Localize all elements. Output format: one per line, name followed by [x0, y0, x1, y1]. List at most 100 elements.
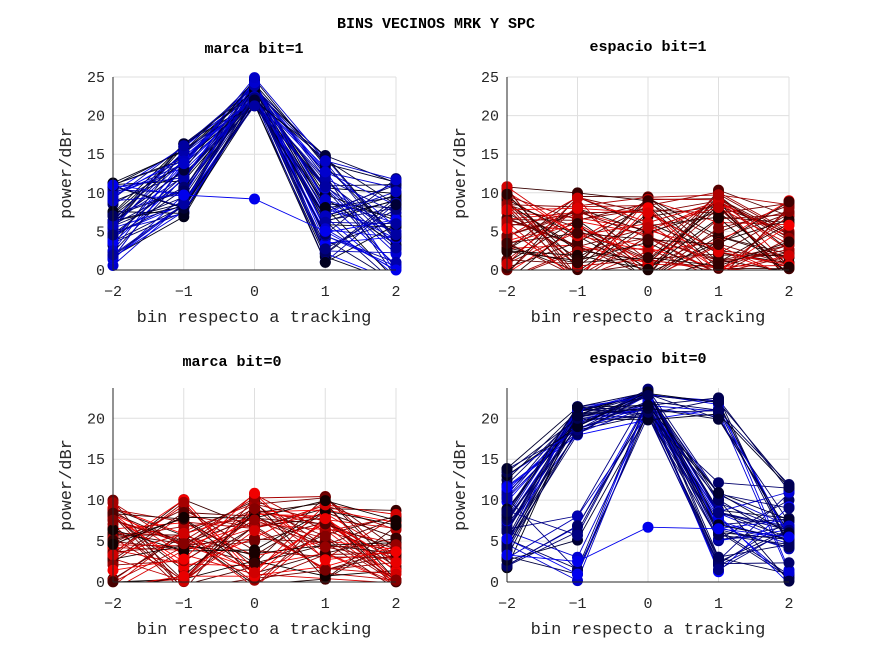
data-point — [319, 225, 331, 237]
data-point — [390, 218, 402, 230]
data-point — [572, 410, 583, 422]
data-point — [319, 256, 331, 268]
x-tick-label: −2 — [104, 284, 122, 301]
y-tick-label: 15 — [87, 452, 105, 469]
data-point — [390, 515, 402, 526]
data-point — [713, 405, 724, 417]
data-point — [713, 523, 724, 535]
x-tick-label: −1 — [568, 596, 586, 613]
axes — [112, 77, 396, 271]
data-point — [249, 487, 260, 499]
data-point — [390, 256, 402, 268]
data-point — [319, 166, 331, 178]
panel-title: marca bit=0 — [182, 354, 281, 371]
x-tick-label: −2 — [498, 284, 516, 301]
data-point — [319, 202, 331, 213]
data-point — [572, 529, 583, 541]
data-point — [249, 193, 260, 205]
data-point — [783, 219, 795, 231]
data-point — [783, 250, 795, 262]
data-point — [319, 564, 331, 576]
y-tick-label: 5 — [490, 224, 499, 241]
axes — [506, 77, 789, 271]
data-point — [319, 181, 331, 193]
data-point — [713, 487, 724, 499]
y-tick-label: 10 — [481, 493, 499, 510]
y-tick-label: 15 — [87, 147, 105, 164]
y-tick-label: 25 — [481, 70, 499, 87]
data-point — [178, 511, 190, 523]
x-tick-label: 2 — [784, 284, 793, 301]
series-markers — [501, 181, 795, 276]
data-point — [572, 568, 583, 580]
data-point — [319, 541, 331, 553]
series-line — [507, 187, 790, 270]
data-point — [783, 481, 795, 493]
x-tick-label: 1 — [714, 284, 723, 301]
data-point — [783, 567, 795, 579]
data-point — [178, 527, 190, 539]
series-line — [507, 242, 790, 270]
data-point — [783, 531, 795, 543]
data-point — [390, 229, 402, 241]
y-tick-label: 20 — [87, 109, 105, 126]
y-tick-label: 15 — [481, 452, 499, 469]
y-axis-label: power/dBr — [58, 439, 77, 531]
data-point — [783, 236, 795, 248]
data-point — [642, 521, 654, 533]
data-point — [713, 260, 724, 272]
data-point — [783, 196, 795, 208]
x-tick-label: −2 — [104, 596, 122, 613]
data-point — [249, 514, 260, 526]
x-axis-label: bin respecto a tracking — [531, 309, 766, 328]
data-point — [319, 530, 331, 542]
data-point — [713, 212, 724, 224]
data-point — [642, 252, 654, 264]
data-point — [713, 507, 724, 519]
y-tick-label: 5 — [96, 224, 105, 241]
x-axis-label: bin respecto a tracking — [531, 621, 766, 640]
data-point — [249, 72, 260, 84]
data-point — [572, 227, 583, 239]
data-point — [390, 556, 402, 568]
data-point — [249, 567, 260, 579]
data-point — [783, 575, 795, 587]
data-point — [783, 502, 795, 514]
y-tick-label: 15 — [481, 147, 499, 164]
series-line — [113, 515, 391, 582]
x-axis-label: bin respecto a tracking — [137, 621, 372, 640]
data-point — [572, 510, 583, 522]
data-point — [178, 158, 190, 170]
data-point — [249, 100, 260, 112]
x-tick-label: −1 — [175, 596, 193, 613]
data-point — [178, 553, 190, 565]
x-tick-label: 0 — [643, 596, 652, 613]
data-point — [713, 413, 724, 425]
data-point — [390, 199, 402, 211]
data-point — [642, 414, 654, 426]
data-point — [249, 525, 260, 536]
panel-title: marca bit=1 — [204, 41, 303, 58]
y-axis-label: power/dBr — [452, 127, 471, 219]
data-point — [319, 243, 331, 255]
data-point — [249, 533, 260, 545]
data-point — [572, 556, 583, 567]
data-point — [572, 421, 583, 433]
data-point — [178, 538, 190, 550]
y-tick-label: 10 — [481, 186, 499, 203]
data-point — [642, 399, 654, 411]
data-point — [713, 189, 724, 201]
data-point — [249, 557, 260, 569]
y-tick-label: 5 — [96, 534, 105, 551]
series-line — [569, 235, 790, 270]
x-axis-label: bin respecto a tracking — [137, 309, 372, 328]
data-point — [390, 574, 402, 586]
data-point — [642, 222, 654, 233]
x-tick-label: 1 — [321, 284, 330, 301]
x-tick-label: 0 — [250, 596, 259, 613]
